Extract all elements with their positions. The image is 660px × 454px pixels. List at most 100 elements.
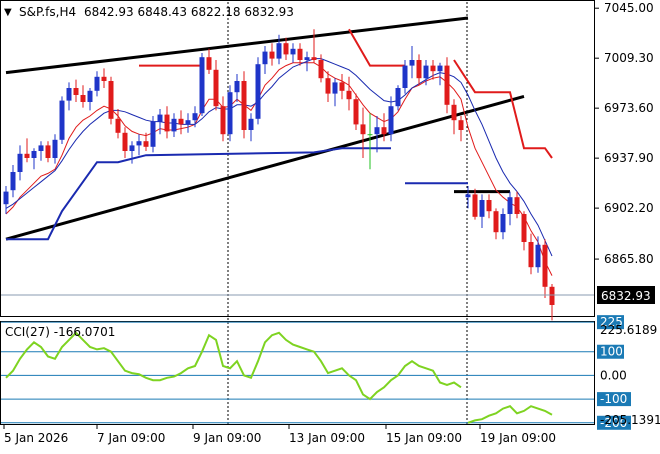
candle[interactable] (297, 43, 303, 66)
candle-body (73, 88, 79, 95)
candle[interactable] (549, 284, 555, 321)
candle[interactable] (101, 68, 107, 88)
candle[interactable] (276, 34, 282, 65)
candle[interactable] (10, 165, 16, 198)
candle[interactable] (255, 57, 261, 125)
candle[interactable] (479, 194, 485, 228)
candle[interactable] (290, 43, 296, 63)
candle[interactable] (269, 43, 275, 66)
candle[interactable] (535, 236, 541, 273)
candle[interactable] (3, 186, 9, 214)
candle-body (465, 194, 471, 198)
candle[interactable] (45, 141, 51, 163)
candle[interactable] (220, 96, 226, 142)
candle[interactable] (493, 208, 499, 240)
candle[interactable] (402, 60, 408, 94)
candle-body (353, 99, 359, 125)
candle[interactable] (521, 211, 527, 251)
candle-body (360, 124, 366, 135)
candle[interactable] (500, 208, 506, 240)
candle[interactable] (87, 88, 93, 111)
candle[interactable] (143, 132, 149, 151)
candle-body (549, 286, 555, 305)
candle[interactable] (150, 116, 156, 153)
header-arrow[interactable]: ▼ (4, 7, 12, 18)
candle[interactable] (458, 116, 464, 142)
candle-body (262, 51, 268, 65)
candle[interactable] (108, 76, 114, 125)
candle[interactable] (437, 62, 443, 86)
candle-body (311, 57, 317, 60)
candle[interactable] (444, 57, 450, 114)
candle[interactable] (262, 46, 268, 74)
candle[interactable] (514, 191, 520, 219)
candle-body (101, 76, 107, 81)
candle[interactable] (206, 48, 212, 74)
candle[interactable] (465, 186, 471, 209)
candle[interactable] (528, 233, 534, 275)
trendline-2[interactable] (5, 94, 525, 241)
candle[interactable] (136, 134, 142, 156)
candle[interactable] (388, 96, 394, 142)
candle[interactable] (227, 85, 233, 142)
candle-body (514, 197, 520, 214)
candle-body (164, 114, 170, 132)
candle[interactable] (374, 116, 380, 153)
candle[interactable] (199, 53, 205, 116)
candle[interactable] (73, 79, 79, 102)
candle[interactable] (430, 60, 436, 80)
candle[interactable] (80, 85, 86, 108)
candle-body (304, 57, 310, 60)
candle[interactable] (234, 74, 240, 102)
candle[interactable] (451, 99, 457, 135)
candle[interactable] (507, 191, 513, 226)
candle[interactable] (304, 51, 310, 72)
candle[interactable] (360, 107, 366, 158)
candle-body (206, 57, 212, 70)
candle[interactable] (486, 194, 492, 219)
candle[interactable] (311, 29, 317, 63)
candle[interactable] (241, 71, 247, 139)
candle[interactable] (332, 78, 338, 107)
candle[interactable] (185, 113, 191, 133)
candle[interactable] (395, 85, 401, 111)
candle[interactable] (24, 138, 30, 163)
candle[interactable] (339, 74, 345, 100)
candle[interactable] (472, 188, 478, 220)
candle[interactable] (122, 127, 128, 158)
cci-line-segment (467, 405, 553, 424)
candle[interactable] (178, 110, 184, 135)
candle[interactable] (367, 113, 373, 170)
candle[interactable] (248, 113, 254, 142)
candle[interactable] (171, 113, 177, 137)
candle[interactable] (129, 141, 135, 164)
candle[interactable] (542, 239, 548, 298)
candle[interactable] (59, 96, 65, 144)
candle[interactable] (283, 37, 289, 60)
candle[interactable] (52, 134, 58, 164)
symbol-label: S&P.fs,H4 (19, 5, 76, 19)
candle-body (339, 82, 345, 91)
candle[interactable] (94, 71, 100, 97)
candle[interactable] (157, 109, 163, 135)
candle-body (283, 43, 289, 55)
candle[interactable] (325, 71, 331, 102)
candle[interactable] (31, 148, 37, 170)
candle[interactable] (423, 60, 429, 86)
candle[interactable] (115, 109, 121, 139)
candle[interactable] (17, 145, 23, 181)
time-tick-label: 13 Jan 09:00 (289, 431, 365, 445)
candle[interactable] (416, 54, 422, 86)
candle[interactable] (353, 93, 359, 130)
candle[interactable] (66, 82, 72, 111)
candle-body (199, 57, 205, 114)
candle[interactable] (192, 106, 198, 128)
candle[interactable] (381, 113, 387, 142)
candle[interactable] (318, 54, 324, 83)
candle[interactable] (164, 106, 170, 139)
trendline-1[interactable] (5, 16, 469, 75)
candle[interactable] (213, 60, 219, 111)
candle[interactable] (409, 46, 415, 79)
candle[interactable] (346, 76, 352, 111)
candle[interactable] (38, 141, 44, 161)
